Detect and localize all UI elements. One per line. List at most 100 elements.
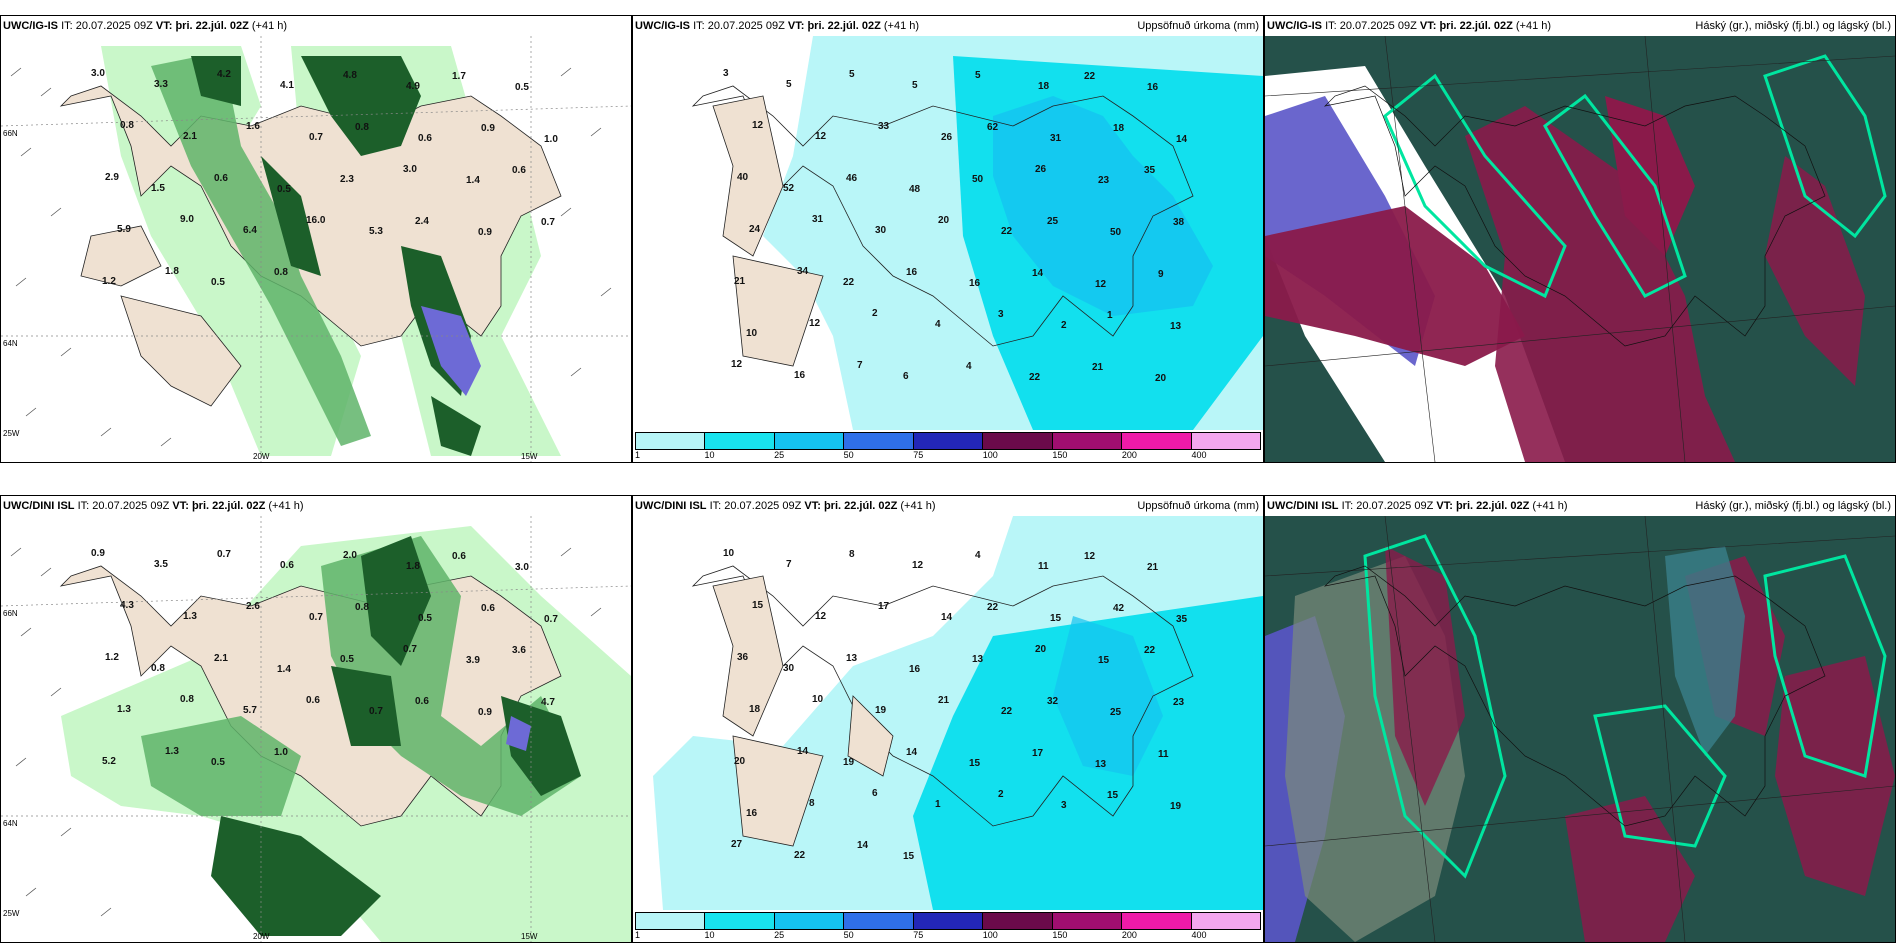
value-label: 16 [969,278,981,289]
value-labels: 3.0 3.3 4.2 4.1 4.8 4.9 1.7 0.5 0.8 2.1 1.6 0.7 0.8 0… [91,68,558,288]
value-label: 6 [903,371,909,382]
model-name: UWC/DINI ISL [3,500,75,512]
value-label: 15 [1107,790,1119,801]
value-label: 0.9 [91,548,105,559]
value-label: 62 [987,122,999,133]
value-label: 17 [878,601,890,612]
value-label: 8 [809,798,815,809]
value-label: 5 [975,70,981,81]
value-label: 20 [1155,373,1167,384]
value-label: 16 [906,267,918,278]
map-area [1265,516,1895,942]
value-label: 25 [1110,707,1122,718]
it-label: IT: [77,500,90,512]
model-name: UWC/IG-IS [635,20,690,32]
it-value: 20.07.2025 09Z [707,20,785,32]
value-label: 0.8 [355,122,369,133]
lead-time: (+41 h) [1515,20,1552,32]
it-label: IT: [1325,20,1337,32]
value-label: 3.9 [466,655,480,666]
value-label: 23 [1098,175,1110,186]
value-label: 15 [1098,655,1110,666]
value-label: 0.8 [355,602,369,613]
value-label: 38 [1173,217,1185,228]
value-label: 14 [857,840,869,851]
value-label: 4.1 [280,80,294,91]
value-label: 48 [909,184,921,195]
value-label: 10 [723,548,735,559]
vt-value: þri. 22.júl. 02Z [1455,500,1530,512]
wind-barbs [10,67,612,447]
field-title: Háský (gr.), miðský (fj.bl.) og lágský (… [1695,20,1891,32]
it-value: 20.07.2025 09Z [1339,20,1417,32]
colorbar-label: 100 [982,450,998,460]
value-label: 14 [906,747,918,758]
colorbar-label: 25 [774,930,785,940]
value-label: 5 [786,79,792,90]
colorbar-swatch [774,913,845,929]
colorbar-label: 150 [1052,930,1068,940]
lead-time: (+41 h) [883,20,920,32]
value-label: 0.7 [541,217,555,228]
colorbar-swatch [913,913,984,929]
value-label: 16 [909,664,921,675]
colorbar-swatch [983,433,1053,449]
value-label: 5.7 [243,705,257,716]
value-labels: 1078124111221151217142215423536301316132… [723,548,1188,862]
value-label: 0.7 [369,706,383,717]
value-label: 0.7 [403,644,417,655]
colorbar-label: 75 [913,450,924,460]
value-label: 11 [1158,749,1169,760]
colorbar-swatch [774,433,845,449]
vt-label: VT: [787,20,805,32]
colorbar-swatch [1191,913,1260,929]
panel-ig-precip-wind: UWC/IG-IS IT: 20.07.2025 09Z VT: þri. 22… [0,15,632,463]
it-label: IT: [61,20,73,32]
value-label: 3.0 [515,562,529,573]
value-label: 19 [1170,801,1182,812]
colorbar-swatch [636,913,706,929]
value-label: 3.0 [403,164,417,175]
colorbar-label: 75 [913,930,924,940]
value-label: 0.6 [512,165,526,176]
value-label: 1.3 [165,746,179,757]
value-label: 21 [734,276,746,287]
vt-label: VT: [804,500,821,512]
lon-label-20w: 20W [253,452,270,461]
value-label: 5.2 [102,756,116,767]
value-label: 2 [1061,320,1067,331]
value-label: 50 [972,174,984,185]
colorbar-swatch [1052,433,1123,449]
value-label: 2.9 [105,172,119,183]
value-label: 4.8 [343,70,357,81]
value-label: 35 [1176,614,1188,625]
vt-label: VT: [1419,20,1437,32]
value-label: 16 [1147,82,1159,93]
value-label: 5 [912,80,918,91]
lon-label-20w: 20W [253,932,270,941]
value-label: 0.6 [306,695,320,706]
value-label: 31 [1050,133,1062,144]
value-label: 4 [975,550,981,561]
value-label: 1.0 [544,134,558,145]
value-label: 13 [846,653,858,664]
value-label: 0.8 [120,120,134,131]
value-label: 1.5 [151,183,165,194]
value-label: 0.5 [418,613,432,624]
value-label: 20 [1035,644,1047,655]
value-label: 10 [746,328,758,339]
value-label: 14 [797,746,809,757]
vt-value: þri. 22.júl. 02Z [807,20,881,32]
value-label: 21 [1092,362,1104,373]
value-label: 12 [809,318,821,329]
colorbar-swatch [705,433,775,449]
value-label: 14 [941,612,953,623]
lon-label-25w: 25W [3,909,20,918]
field-title: Uppsöfnuð úrkoma (mm) [1137,20,1259,32]
value-label: 15 [969,758,981,769]
value-label: 4.9 [406,81,420,92]
value-label: 3 [1061,800,1067,811]
colorbar-label: 50 [843,450,854,460]
value-label: 0.5 [211,277,225,288]
value-label: 0.5 [340,654,354,665]
